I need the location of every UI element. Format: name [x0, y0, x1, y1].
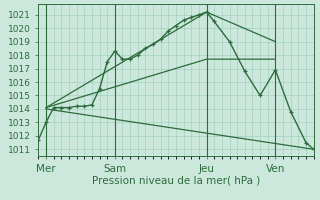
X-axis label: Pression niveau de la mer( hPa ): Pression niveau de la mer( hPa ) — [92, 175, 260, 185]
